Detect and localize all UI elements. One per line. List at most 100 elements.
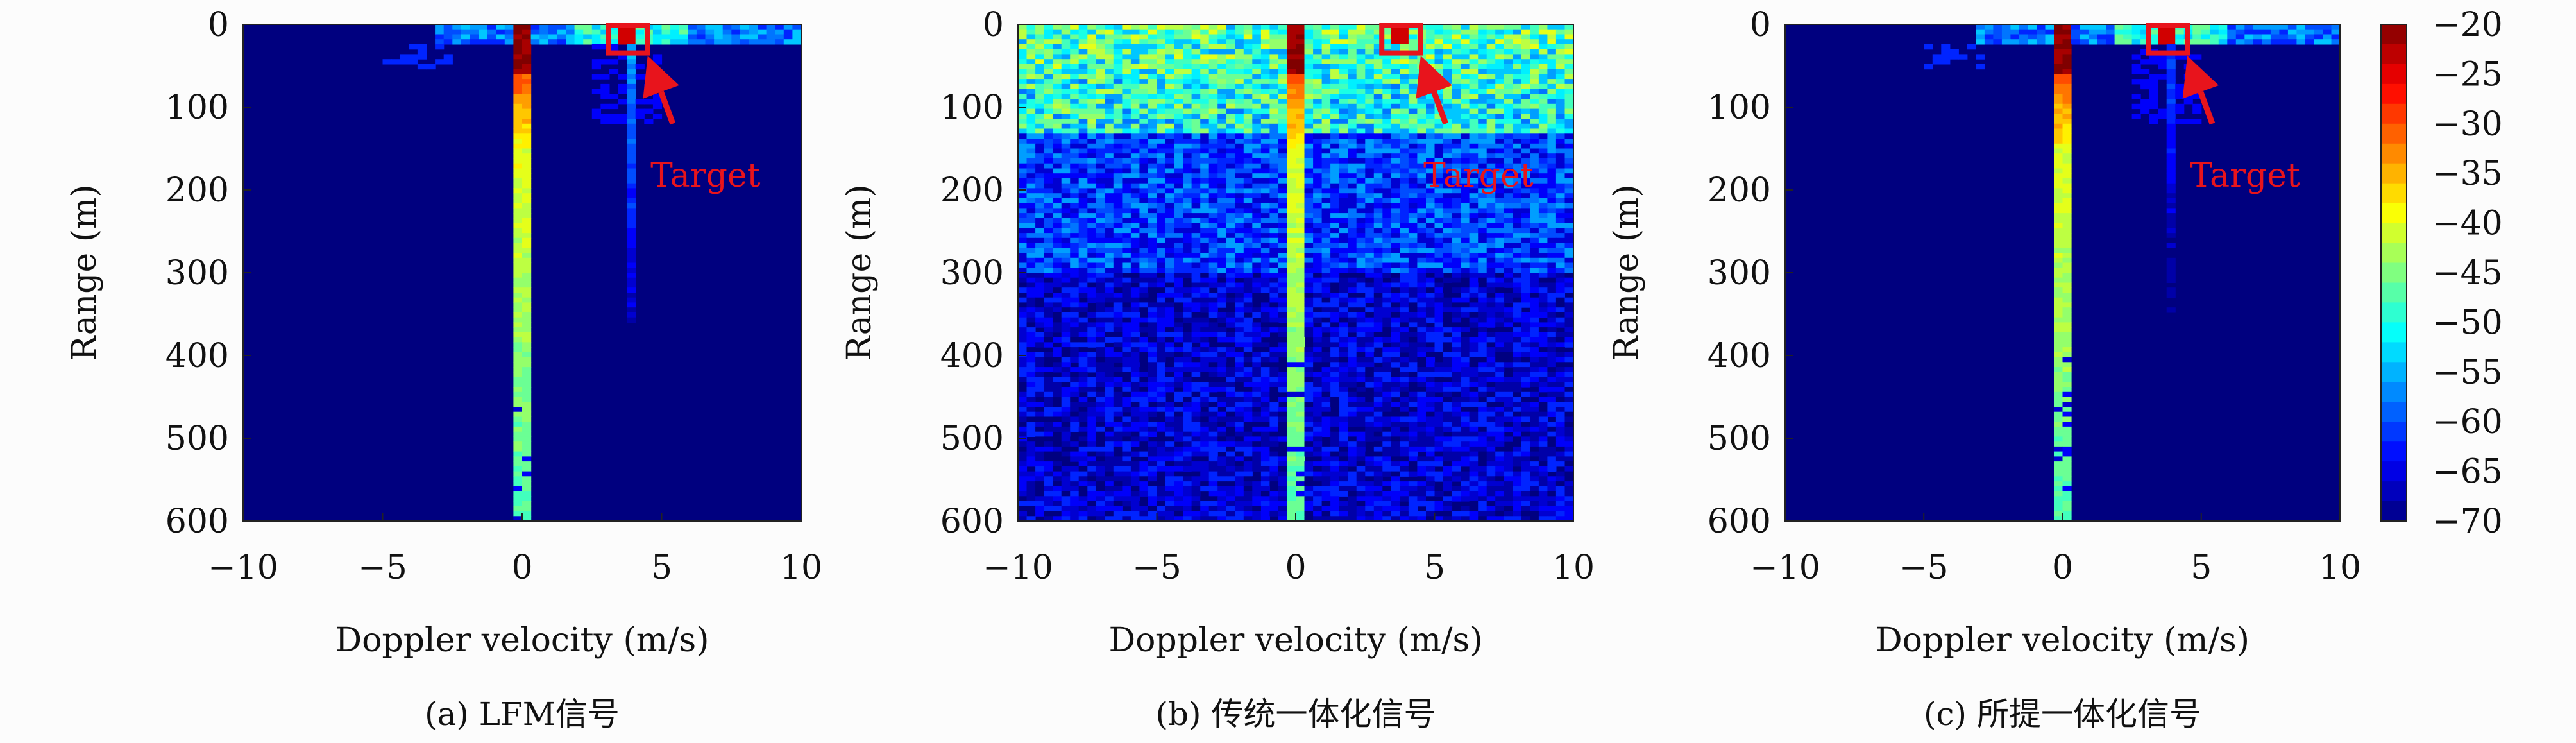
heatmap-cell (1382, 114, 1392, 119)
heatmap-cell (1165, 139, 1175, 144)
heatmap-cell (1226, 24, 1235, 30)
heatmap-cell (1252, 237, 1262, 244)
heatmap-cell (522, 24, 532, 30)
heatmap-cell (1287, 99, 1296, 105)
heatmap-cell (1321, 253, 1331, 259)
heatmap-cell (775, 24, 784, 30)
heatmap-cell (1495, 312, 1505, 318)
heatmap-cell (661, 34, 671, 40)
heatmap-cell (1287, 128, 1296, 134)
heatmap-cell (1200, 119, 1210, 124)
heatmap-cell (1260, 148, 1270, 154)
heatmap-cell (1113, 163, 1123, 169)
heatmap-cell (1304, 108, 1314, 114)
heatmap-cell (1035, 273, 1045, 278)
heatmap-cell (1555, 322, 1565, 328)
heatmap-cell (1035, 94, 1045, 99)
heatmap-cell (1365, 173, 1375, 179)
heatmap-cell (1495, 287, 1505, 293)
heatmap-cell (1538, 114, 1548, 119)
heatmap-cell (1287, 282, 1296, 288)
heatmap-cell (1026, 69, 1036, 74)
heatmap-cell (1130, 218, 1140, 224)
heatmap-cell (1504, 123, 1513, 130)
heatmap-cell (1260, 24, 1270, 30)
heatmap-cell (1044, 327, 1053, 333)
heatmap-cell (1243, 287, 1253, 293)
heatmap-cell (1521, 99, 1530, 105)
heatmap-cell (1321, 223, 1331, 228)
heatmap-cell (1434, 337, 1444, 343)
heatmap-cell (1443, 352, 1453, 358)
heatmap-cell (1313, 89, 1323, 94)
heatmap-cell (731, 34, 741, 40)
heatmap-cell (513, 203, 523, 209)
heatmap-cell (1269, 228, 1279, 234)
heatmap-cell (1078, 218, 1088, 224)
heatmap-cell (1191, 133, 1201, 139)
heatmap-cell (513, 332, 523, 338)
heatmap-cell (1469, 103, 1479, 110)
heatmap-cell (1139, 188, 1149, 194)
heatmap-cell (1321, 188, 1331, 194)
heatmap-cell (1382, 119, 1392, 124)
heatmap-cell (1260, 282, 1270, 288)
heatmap-cell (1174, 218, 1183, 224)
heatmap-cell (1078, 248, 1088, 253)
heatmap-cell (1208, 39, 1218, 45)
heatmap-cell (1157, 307, 1166, 313)
heatmap-cell (1130, 103, 1140, 110)
heatmap-cell (1356, 322, 1366, 328)
heatmap-cell (522, 496, 532, 502)
heatmap-cell (1087, 262, 1097, 268)
heatmap-cell (1287, 39, 1296, 45)
heatmap-cell (1452, 357, 1461, 363)
heatmap-cell (1105, 178, 1114, 184)
heatmap-cell (1235, 193, 1244, 199)
heatmap-cell (1304, 307, 1314, 313)
heatmap-cell (1174, 243, 1183, 248)
heatmap-cell (1113, 332, 1123, 338)
heatmap-cell (1417, 148, 1427, 154)
heatmap-cell (1026, 332, 1036, 338)
heatmap-cell (627, 268, 636, 273)
heatmap-cell (1495, 228, 1505, 234)
heatmap-cell (1148, 108, 1158, 114)
heatmap-cell (1191, 114, 1201, 119)
heatmap-cell (1035, 119, 1045, 124)
heatmap-cell (1165, 119, 1175, 124)
heatmap-cell (1495, 372, 1505, 378)
heatmap-cell (1113, 44, 1123, 50)
heatmap-cell (1252, 337, 1262, 343)
heatmap-cell (1157, 49, 1166, 55)
heatmap-cell (1287, 103, 1296, 110)
heatmap-cell (1287, 257, 1296, 264)
heatmap-cell (1564, 367, 1574, 373)
heatmap-cell (1252, 203, 1262, 209)
heatmap-cell (1339, 223, 1348, 228)
heatmap-cell (1148, 59, 1158, 65)
heatmap-cell (1096, 352, 1105, 358)
heatmap-cell (1452, 213, 1461, 219)
heatmap-cell (1070, 282, 1080, 288)
heatmap-cell (1096, 307, 1105, 313)
heatmap-cell (1521, 143, 1530, 149)
heatmap-cell (1513, 128, 1522, 134)
heatmap-cell (1339, 99, 1348, 105)
heatmap-cell (627, 198, 636, 204)
heatmap-cell (1555, 223, 1565, 228)
heatmap-cell (1217, 282, 1227, 288)
heatmap-cell (1313, 64, 1323, 70)
heatmap-cell (1157, 193, 1166, 199)
heatmap-cell (1513, 372, 1522, 378)
heatmap-cell (1070, 223, 1080, 228)
heatmap-cell (1026, 74, 1036, 80)
heatmap-cell (1313, 163, 1323, 169)
heatmap-cell (1235, 158, 1244, 164)
heatmap-cell (600, 74, 610, 80)
heatmap-cell (1217, 64, 1227, 70)
heatmap-cell (1434, 94, 1444, 99)
heatmap-cell (1157, 188, 1166, 194)
heatmap-cell (1348, 357, 1357, 363)
heatmap-cell (1564, 362, 1574, 368)
